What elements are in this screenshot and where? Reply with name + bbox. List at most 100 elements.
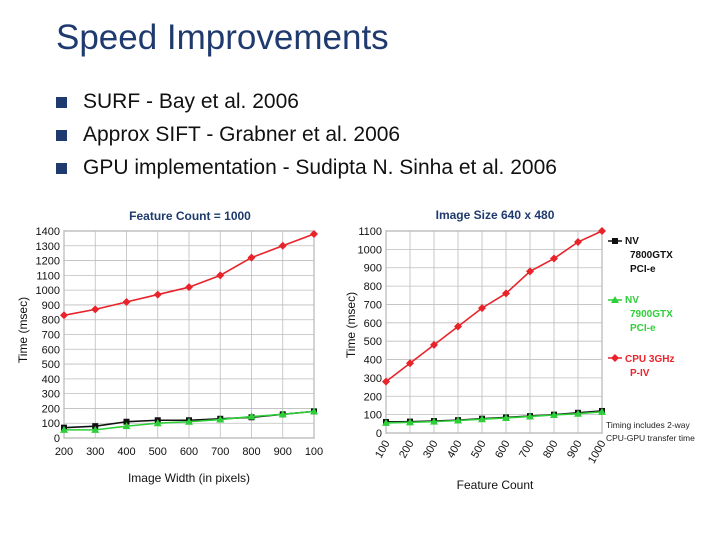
data-point [247,253,256,262]
data-point [454,322,462,331]
y-tick-label: 200 [364,391,382,403]
legend-line: PCI-e [630,323,656,334]
data-point [550,411,558,419]
note-line: Timing includes 2-way [606,420,691,430]
data-point [478,304,486,313]
data-point [406,359,414,368]
y-tick-label: 0 [376,428,382,440]
data-point [454,416,462,424]
data-point [122,422,131,430]
x-tick-label: 500 [149,446,167,458]
chart-title: Feature Count = 1000 [129,209,251,223]
x-tick-label: 500 [469,439,489,461]
data-point [406,418,414,426]
y-tick-label: 900 [364,263,382,275]
data-point [185,283,193,292]
note-line: CPU-GPU transfer time [606,433,695,443]
x-tick-label: 100 [373,439,393,461]
data-point [216,415,225,423]
y-tick-label: 500 [364,336,382,348]
x-tick-label: 800 [541,439,561,461]
legend-entry: NV 7900GTX PCI-e [608,295,673,334]
bullet-square-icon [56,130,67,141]
data-point [153,419,162,427]
data-point [91,305,100,314]
data-point [526,267,534,276]
y-tick-label: 300 [42,389,60,401]
chart-title: Image Size 640 x 480 [436,208,555,222]
slide-title: Speed Improvements [56,18,389,57]
y-tick-label: 1200 [36,256,60,268]
data-point [382,418,390,426]
series-line [385,230,603,383]
data-point [216,271,225,280]
y-tick-label: 100 [364,410,382,422]
x-tick-label: 300 [421,439,441,461]
bullet-text: Approx SIFT - Grabner et al. 2006 [83,123,401,146]
legend: NV 7800GTX PCI-e NV 7900GTX PCI-e CPU 3G… [608,236,676,379]
feature-count-chart: Feature Count = 1000 Time (msec) Image W… [16,209,323,485]
legend-line: 7900GTX [630,309,673,320]
y-tick-label: 600 [364,318,382,330]
legend-line: P-IV [630,368,650,379]
data-point [310,229,318,238]
y-tick-label: 1300 [36,241,60,253]
y-tick-label: 600 [42,344,60,356]
x-tick-label: 200 [397,439,417,461]
data-point [430,417,438,425]
bullet-square-icon [56,97,67,108]
x-tick-label: 400 [445,439,465,461]
x-axis-label: Image Width (in pixels) [128,471,250,485]
legend-line: NV [625,295,639,306]
plot-area [385,230,603,434]
y-tick-label: 800 [364,281,382,293]
data-point [478,415,486,423]
data-point [123,418,130,425]
data-point [278,241,287,250]
legend-entry: CPU 3GHz P-IV [608,354,674,379]
series-line [385,411,603,424]
y-tick-label: 400 [364,355,382,367]
x-tick-label: 700 [211,446,229,458]
data-point [598,407,606,415]
data-point [502,413,510,421]
y-tick-label: 200 [42,403,60,415]
y-tick-label: 100 [42,418,60,430]
bullet-text: GPU implementation - Sudipta N. Sinha et… [83,156,557,179]
data-point [526,412,534,420]
y-tick-label: 700 [42,330,60,342]
legend-label: NV 7800GTX PCI-e [625,236,676,275]
data-point [60,311,68,320]
legend-line: 7800GTX [630,250,673,261]
series-line [385,410,603,423]
y-tick-label: 1000 [36,285,60,297]
x-axis-label: Feature Count [457,478,534,492]
bullet-square-icon [56,163,67,174]
x-tick-label: 900 [274,446,292,458]
y-tick-label: 700 [364,299,382,311]
data-point [122,297,131,306]
data-point [382,377,390,386]
y-tick-label: 1100 [36,270,60,282]
data-point [430,340,438,349]
y-tick-label: 1000 [358,244,382,256]
y-tick-label: 400 [42,374,60,386]
x-tick-label: 600 [493,439,513,461]
x-tick-label: 600 [180,446,198,458]
data-point [153,290,162,299]
timing-note: Timing includes 2-way CPU-GPU transfer t… [606,420,695,443]
y-tick-label: 1400 [36,226,60,238]
x-tick-label: 400 [117,446,135,458]
data-point [60,425,68,433]
legend-entry: NV 7800GTX PCI-e [608,236,676,275]
data-point [310,407,318,415]
data-point [185,417,193,425]
x-tick-label: 800 [242,446,260,458]
y-tick-label: 300 [364,373,382,385]
y-axis-label: Time (msec) [16,297,30,363]
y-tick-label: 900 [42,300,60,312]
data-point [598,227,606,235]
x-tick-label: 200 [55,446,73,458]
image-size-chart: Image Size 640 x 480 Time (msec) Feature… [344,208,695,492]
y-tick-label: 800 [42,315,60,327]
